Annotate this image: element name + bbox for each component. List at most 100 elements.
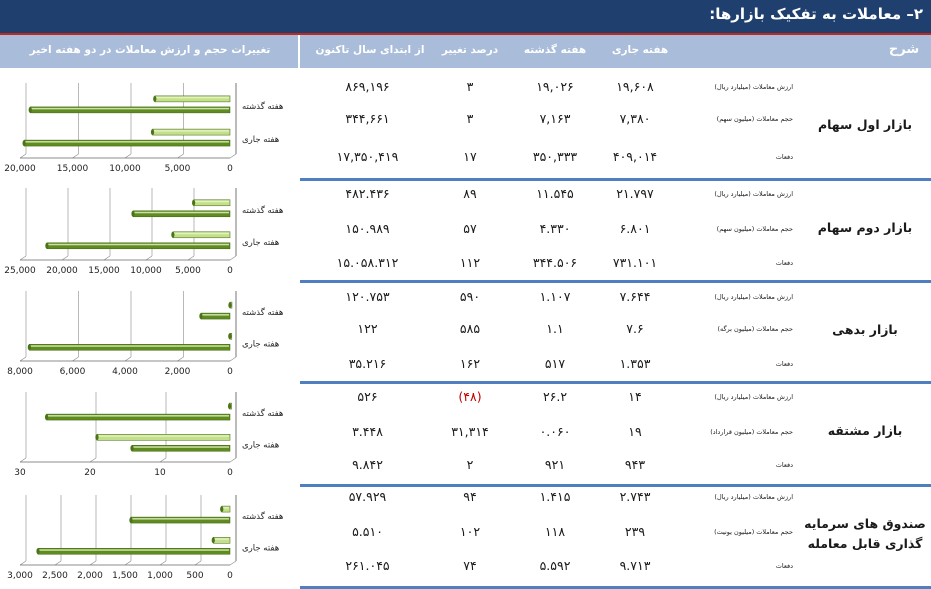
- bar-highlight: [201, 314, 229, 316]
- gridline-floor: [72, 153, 79, 159]
- gridline-floor: [229, 255, 237, 261]
- category-label: هفته گذشته: [242, 511, 283, 522]
- bar-highlight: [133, 446, 229, 448]
- header-percent-change: درصد تغییر: [441, 44, 499, 56]
- bar-body: [200, 312, 231, 320]
- category-label: هفته جاری: [242, 543, 279, 553]
- bar-body: [29, 344, 231, 351]
- bar-body: [152, 128, 231, 136]
- percent-change-value: ۵۸۵: [459, 321, 481, 336]
- bar-cap: [211, 537, 215, 544]
- current-week-value: ۶.۸۰۱: [619, 221, 651, 236]
- current-week-value: ۲۱.۷۹۷: [616, 186, 654, 201]
- category-label: هفته گذشته: [242, 101, 283, 112]
- ytd-value: ۱۵۰.۹۸۹: [345, 221, 390, 236]
- x-tick-label: 5,000: [165, 164, 191, 174]
- row-label: حجم معاملات (میلیون سهم): [716, 115, 793, 123]
- bar: [45, 242, 231, 250]
- gridline-floor: [124, 356, 132, 362]
- previous-week-value: ۱۱۸: [544, 524, 566, 539]
- bar-body: [193, 199, 231, 207]
- bar: [211, 537, 231, 544]
- row-label: حجم معاملات (میلیون برگه): [717, 325, 793, 333]
- bar-body: [131, 445, 231, 452]
- bar: [228, 333, 233, 340]
- x-tick-label: 500: [186, 571, 203, 581]
- gridline-floor: [229, 560, 237, 566]
- current-week-value: ۷,۳۸۰: [619, 111, 651, 126]
- ytd-value: ۴۸۲.۴۳۶: [345, 186, 390, 201]
- gridline-floor: [89, 457, 97, 463]
- bar-cap: [22, 140, 26, 147]
- x-tick-label: 0: [227, 571, 233, 581]
- bar-cap: [153, 95, 157, 102]
- percent-change-value: ۵۷: [463, 221, 477, 236]
- ytd-value: ۳۴۴,۶۶۱: [345, 111, 390, 126]
- bar-highlight: [153, 130, 229, 132]
- previous-week-value: ۰.۰۶۰: [539, 424, 571, 439]
- percent-change-value: ۷۴: [463, 558, 477, 573]
- bar-body: [23, 139, 231, 147]
- x-tick-label: 25,000: [4, 266, 36, 276]
- bar-cap: [130, 445, 134, 452]
- gridline-floor: [124, 153, 132, 159]
- gridline-floor: [19, 560, 27, 566]
- market-separator: [300, 178, 931, 181]
- bar: [36, 548, 231, 555]
- row-label: دفعات: [775, 461, 793, 469]
- percent-change-value: (۴۸): [458, 389, 482, 404]
- x-tick-label: 3,000: [7, 571, 33, 581]
- x-tick-label: 2,000: [165, 367, 191, 377]
- bar-highlight: [173, 232, 229, 235]
- bar-highlight: [194, 200, 229, 203]
- current-week-value: ۷.۶: [626, 321, 644, 336]
- previous-week-value: ۱.۱: [546, 321, 564, 336]
- market-name: بازار بدهی: [832, 322, 898, 337]
- x-tick-label: 1,000: [147, 571, 173, 581]
- ytd-value: ۵۲۶: [357, 389, 378, 404]
- ytd-value: ۲۶۱.۰۴۵: [345, 558, 390, 573]
- gridline-floor: [159, 457, 167, 463]
- bar-highlight: [38, 549, 229, 551]
- x-tick-label: 10,000: [130, 266, 162, 276]
- market-name: صندوق های سرمایه گذاری قابل معامله: [804, 516, 926, 551]
- bar: [45, 413, 231, 421]
- bar-body: [96, 434, 231, 441]
- percent-change-value: ۵۹۰: [459, 289, 481, 304]
- x-tick-label: 15,000: [57, 164, 89, 174]
- x-tick-label: 1,500: [112, 571, 138, 581]
- percent-change-value: ۲: [466, 457, 474, 472]
- category-label: هفته گذشته: [242, 205, 283, 216]
- percent-change-value: ۳: [466, 79, 474, 94]
- market-name: بازار اول سهام: [817, 117, 913, 132]
- gridline-floor: [177, 356, 184, 362]
- header-current-week: هفته جاری: [611, 44, 669, 56]
- current-week-value: ۱۹,۶۰۸: [616, 79, 654, 94]
- gridline-floor: [124, 560, 132, 566]
- bar-highlight: [222, 507, 229, 509]
- x-tick-label: 20: [84, 468, 96, 478]
- current-week-value: ۹۴۳: [624, 457, 646, 472]
- bar-highlight: [155, 96, 229, 99]
- ytd-value: ۱۲۲: [357, 321, 378, 336]
- gridline-floor: [19, 255, 27, 261]
- bar: [220, 505, 231, 513]
- percent-change-value: ۱۷: [463, 149, 477, 164]
- ytd-value: ۹.۸۴۲: [352, 457, 383, 472]
- market-separator: [300, 280, 931, 283]
- ytd-value: ۱۷,۳۵۰,۴۱۹: [336, 149, 399, 164]
- gridline-floor: [194, 560, 202, 566]
- bar-body: [154, 95, 231, 103]
- bar: [22, 139, 231, 147]
- row-label: ارزش معاملات (میلیارد ریال): [714, 493, 793, 501]
- current-week-value: ۹.۷۱۳: [619, 558, 651, 573]
- percent-change-value: ۳: [466, 111, 474, 126]
- bar-chart: 25,000 20,000 15,000 10,000 5,000 0 هفته گذشته…: [4, 188, 283, 276]
- gridline-floor: [19, 356, 27, 362]
- category-label: هفته جاری: [242, 339, 279, 349]
- gridline-floor: [159, 560, 167, 566]
- bar-body: [46, 242, 231, 250]
- category-label: هفته گذشته: [242, 408, 283, 419]
- x-tick-label: 0: [227, 367, 233, 377]
- percent-change-value: ۹۴: [463, 489, 477, 504]
